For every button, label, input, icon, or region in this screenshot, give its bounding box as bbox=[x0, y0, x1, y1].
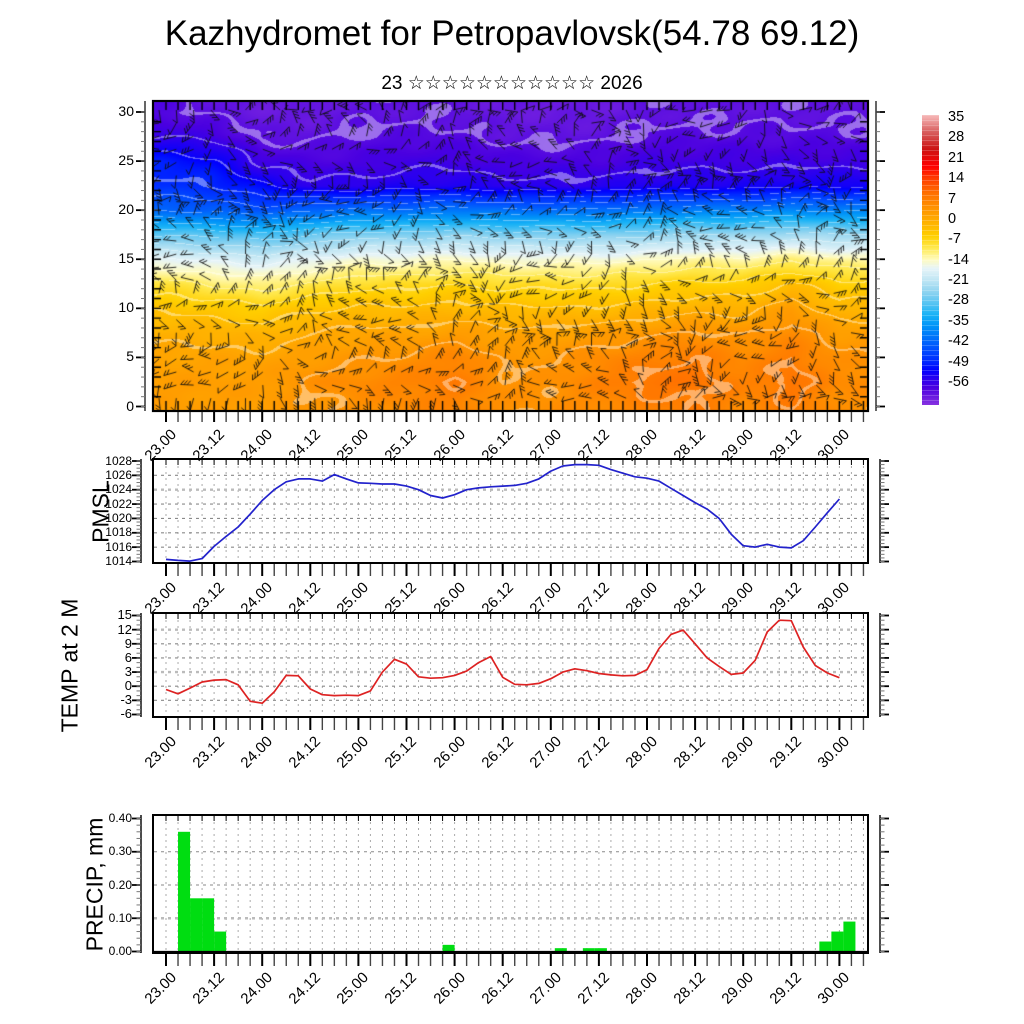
colorbar-label: 0 bbox=[948, 210, 957, 227]
precip-ytick-label: 0.00 bbox=[108, 944, 132, 959]
precip-bar bbox=[554, 948, 567, 952]
colorbar bbox=[922, 115, 939, 405]
precip-ytick-label: 0.20 bbox=[108, 877, 132, 892]
precip-bar bbox=[202, 898, 215, 952]
temp-ytick-label: -3 bbox=[120, 692, 132, 708]
temp-line bbox=[165, 619, 840, 705]
pmsl-ytick-label: 1020 bbox=[105, 510, 132, 525]
temp-axis-title: TEMP at 2 M bbox=[56, 598, 83, 733]
pmsl-ytick-label: 1022 bbox=[105, 496, 132, 511]
cross-section-panel bbox=[153, 101, 868, 411]
precip-bar bbox=[843, 921, 856, 952]
colorbar-label: -28 bbox=[948, 292, 969, 309]
precip-frame bbox=[152, 814, 869, 954]
pmsl-ytick-label: 1026 bbox=[105, 467, 132, 482]
colorbar-label: -21 bbox=[948, 272, 969, 289]
colorbar-label: 14 bbox=[948, 170, 965, 187]
pmsl-frame bbox=[152, 458, 869, 564]
xsec-ytick-label: 25 bbox=[118, 152, 134, 169]
pmsl-ytick-label: 1018 bbox=[105, 525, 132, 540]
colorbar-label: -49 bbox=[948, 353, 969, 370]
precip-ytick-label: 0.10 bbox=[108, 910, 132, 925]
temp-ytick-label: 0 bbox=[124, 678, 132, 694]
precip-bar bbox=[582, 948, 595, 952]
precip-ytick-label: 0.40 bbox=[108, 811, 132, 826]
colorbar-label: 35 bbox=[948, 109, 965, 125]
colorbar-label: 21 bbox=[948, 149, 965, 166]
precip-bar bbox=[190, 898, 203, 952]
precip-bar bbox=[831, 931, 844, 952]
colorbar-label: -56 bbox=[948, 374, 969, 390]
colorbar-label: 28 bbox=[948, 129, 965, 146]
xsec-ytick-label: 0 bbox=[126, 397, 134, 414]
xsec-frame bbox=[151, 99, 870, 413]
pmsl-ytick-label: 1024 bbox=[105, 482, 132, 497]
precip-bar bbox=[819, 941, 832, 952]
precip-bar bbox=[442, 944, 455, 952]
pmsl-ytick-label: 1028 bbox=[105, 453, 132, 468]
temp-ytick-label: 3 bbox=[124, 664, 132, 679]
temp-ytick-label: 9 bbox=[124, 635, 132, 651]
xsec-ytick-label: 30 bbox=[118, 102, 134, 119]
temp-ytick-label: 15 bbox=[117, 607, 132, 623]
colorbar-label: 7 bbox=[948, 190, 957, 207]
precip-bar bbox=[178, 831, 191, 952]
precip-ytick-label: 0.30 bbox=[108, 844, 132, 859]
page-subtitle: 23 ☆☆☆☆☆☆☆☆☆☆☆ 2026 bbox=[381, 73, 643, 94]
temp-ytick-label: -6 bbox=[120, 706, 132, 722]
pmsl-line bbox=[165, 463, 841, 562]
precip-bar bbox=[214, 931, 227, 952]
xsec-ytick-label: 10 bbox=[118, 299, 134, 316]
pmsl-ytick-label: 1014 bbox=[105, 554, 132, 569]
colorbar-label: -35 bbox=[948, 312, 969, 329]
colorbar-label: -14 bbox=[948, 251, 969, 268]
xsec-ytick-label: 15 bbox=[118, 250, 134, 267]
precip-bar bbox=[594, 948, 607, 952]
colorbar-label: -42 bbox=[948, 333, 969, 350]
xsec-ytick-label: 20 bbox=[118, 201, 134, 218]
temp-frame bbox=[152, 612, 869, 718]
page-title: Kazhydromet for Petropavlovsk(54.78 69.1… bbox=[164, 14, 860, 53]
pmsl-ytick-label: 1016 bbox=[105, 539, 132, 554]
colorbar-label: -7 bbox=[948, 231, 961, 248]
xsec-ytick-label: 5 bbox=[126, 348, 134, 365]
temp-ytick-label: 6 bbox=[124, 649, 132, 665]
temp-ytick-label: 12 bbox=[117, 621, 132, 637]
